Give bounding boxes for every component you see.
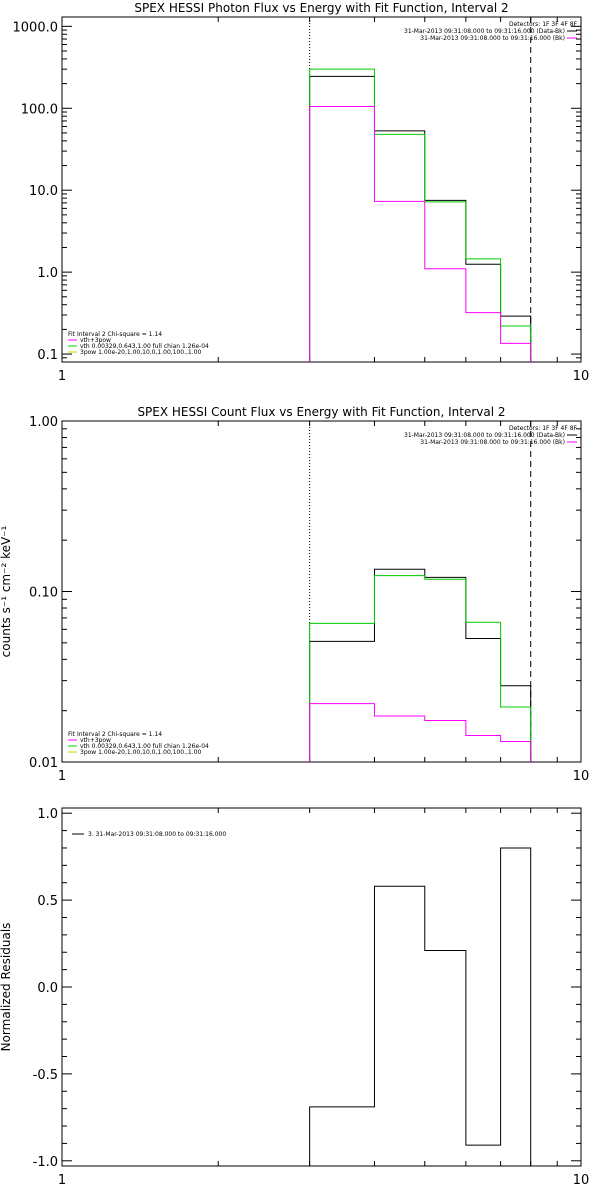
- chart-panel-1: SPEX HESSI Photon Flux vs Energy with Fi…: [13, 1, 590, 384]
- series-data-bk: [309, 75, 532, 362]
- y-tick-label: 1000.0: [13, 20, 59, 35]
- series-bk: [309, 703, 532, 762]
- x-tick-label: 1: [58, 1173, 66, 1188]
- y-tick-label: 1.0: [37, 807, 58, 822]
- y-tick-label: 0.01: [29, 756, 58, 771]
- plot-frame: [61, 807, 582, 1167]
- x-tick-label: 10: [573, 369, 590, 384]
- y-tick-label: 10.0: [29, 184, 58, 199]
- legend-entry: 31-Mar-2013 09:31:08.000 to 09:31:16.000…: [404, 28, 565, 35]
- series-residuals: [309, 847, 532, 1166]
- legend-entry: 31-Mar-2013 09:31:08.000 to 09:31:16.000…: [420, 439, 565, 446]
- plot-frame: [61, 420, 582, 763]
- x-tick-label: 1: [58, 769, 66, 784]
- chart-title: SPEX HESSI Photon Flux vs Energy with Fi…: [134, 1, 508, 15]
- legend-entry: 31-Mar-2013 09:31:08.000 to 09:31:16.000…: [420, 35, 565, 42]
- plot-frame: [61, 16, 582, 363]
- series-bk: [309, 106, 532, 362]
- legend-entry: Detectors: 1F 3F 4F 8F: [509, 425, 578, 432]
- legend-entry: 3. 31-Mar-2013 09:31:08.000 to 09:31:16.…: [88, 831, 226, 838]
- chart-panel-2: SPEX HESSI Count Flux vs Energy with Fit…: [0, 405, 589, 784]
- chart-panel-3: Normalized Residuals 1 10 -1.0 -0.5 0.0 0.5 1.0…: [0, 807, 589, 1188]
- legend-entry: vth+3pow: [80, 337, 111, 344]
- y-tick-label: 0.0: [37, 981, 58, 996]
- y-tick-label: 1.00: [29, 415, 58, 430]
- legend-entry: 3pow 1.00e-20,1.00,10.0,1.00,100.,1.00: [80, 749, 201, 756]
- x-tick-label: 1: [58, 369, 66, 384]
- chart-title: SPEX HESSI Count Flux vs Energy with Fit…: [137, 405, 505, 419]
- y-tick-label: 100.0: [21, 102, 58, 117]
- legend-entry: Fit Interval 2 Chi-square = 1.14: [68, 731, 162, 738]
- legend-entry: vth 0.00329,0.643,1.00 full chian 1.26e-…: [80, 343, 209, 350]
- y-tick-label: 0.5: [37, 894, 58, 909]
- series-vth-3pow: [309, 68, 532, 362]
- y-tick-label: 1.0: [37, 266, 58, 281]
- legend-entry: Detectors: 1F 3F 4F 8F: [509, 21, 578, 28]
- legend-entry: Fit Interval 2 Chi-square = 1.14: [68, 331, 162, 338]
- y-tick-label: 0.1: [37, 348, 58, 363]
- y-tick-label: -0.5: [33, 1068, 58, 1083]
- legend-entry: vth+3pow: [80, 737, 111, 744]
- series-vth-3pow: [309, 575, 532, 762]
- legend-entry: vth 0.00329,0.643,1.00 full chian 1.26e-…: [80, 743, 209, 750]
- y-tick-label: -1.0: [33, 1155, 58, 1170]
- y-tick-label: 0.10: [29, 586, 58, 601]
- x-tick-label: 10: [573, 1173, 590, 1188]
- legend-entry: 31-Mar-2013 09:31:08.000 to 09:31:16.000…: [404, 432, 565, 439]
- x-tick-label: 10: [573, 769, 590, 784]
- y-axis-label: counts s⁻¹ cm⁻² keV⁻¹: [0, 525, 13, 657]
- series-data-bk: [309, 568, 532, 762]
- y-axis-label: Normalized Residuals: [0, 923, 13, 1052]
- legend-entry: 3pow 1.00e-20,1.00,10.0,1.00,100.,1.00: [80, 349, 201, 356]
